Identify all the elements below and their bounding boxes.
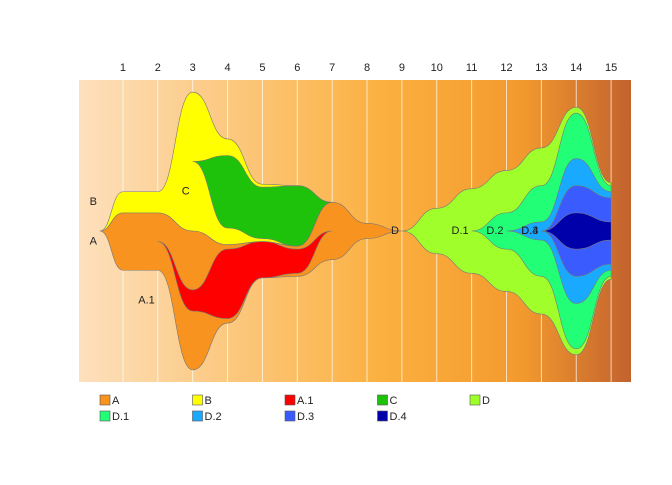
legend-label: D [482, 395, 490, 407]
x-tick-label: 1 [120, 62, 126, 74]
legend-swatch [99, 410, 111, 422]
legend-swatch [99, 394, 111, 406]
legend-label: A [112, 395, 120, 407]
clone-label: D.3 [521, 225, 538, 237]
clone-label: C [182, 186, 190, 198]
x-tick-label: 10 [431, 62, 443, 74]
legend-label: D.4 [390, 411, 407, 423]
clone-label: B [90, 196, 97, 208]
legend-swatch [377, 394, 388, 406]
x-tick-label: 12 [500, 62, 512, 74]
legend-swatch [192, 410, 203, 422]
x-tick-label: 9 [399, 62, 405, 74]
x-tick-label: 4 [224, 62, 230, 74]
x-tick-label: 7 [329, 62, 335, 74]
clone-label: A [90, 235, 98, 247]
x-tick-label: 11 [466, 62, 477, 74]
clone-area [157, 230, 333, 319]
clone-label: D [391, 225, 399, 237]
clone-label: D.1 [452, 225, 469, 237]
clone-area [541, 212, 612, 250]
x-tick-label: 14 [570, 62, 582, 74]
clone-label: A.1 [138, 294, 155, 306]
x-tick-label: 8 [364, 62, 370, 74]
legend-swatch [192, 394, 203, 406]
legend-swatch [284, 394, 296, 406]
x-tick-label: 15 [605, 62, 617, 74]
legend-swatch [377, 410, 388, 422]
x-tick-label: 6 [294, 62, 300, 74]
clone-label: D.4 [521, 225, 538, 237]
legend-label: D.1 [112, 411, 129, 423]
legend-label: D.3 [297, 411, 314, 423]
legend-label: D.2 [205, 411, 222, 423]
x-tick-label: 13 [535, 62, 547, 74]
legend-label: C [390, 395, 398, 407]
x-tick-label: 2 [155, 62, 161, 74]
legend-label: A.1 [297, 395, 314, 407]
x-tick-label: 5 [259, 62, 265, 74]
clone-label: D.2 [486, 225, 503, 237]
x-tick-label: 3 [190, 62, 196, 74]
legend-swatch [469, 394, 481, 406]
legend-swatch [284, 410, 296, 422]
legend-label: B [205, 395, 212, 407]
